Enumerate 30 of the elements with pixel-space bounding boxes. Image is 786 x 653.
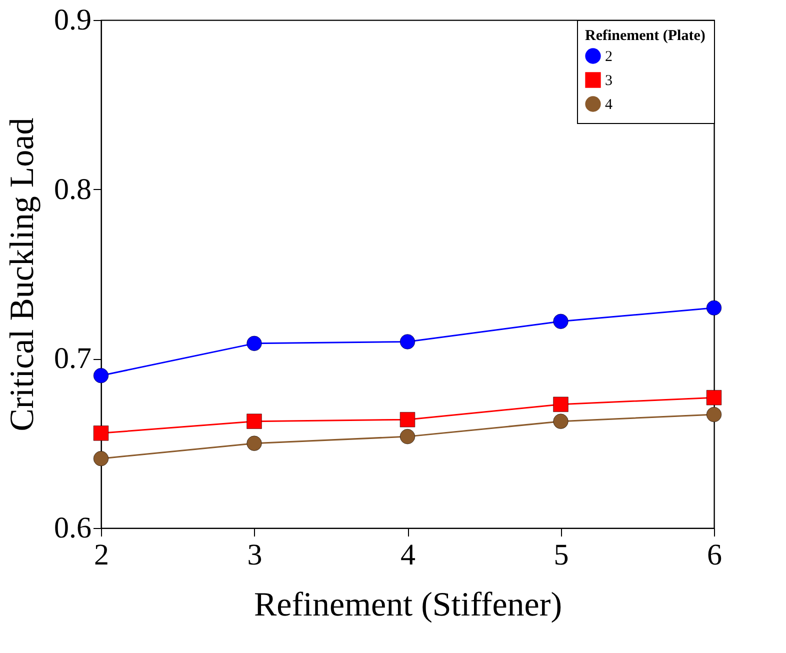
point <box>246 436 262 451</box>
point <box>400 412 416 428</box>
x-tick-label: 6 <box>707 538 722 572</box>
legend-label: 4 <box>605 97 613 113</box>
x-tick-label: 2 <box>94 538 109 572</box>
legend-label: 3 <box>605 73 612 89</box>
y-tick-label: 0.7 <box>54 342 92 376</box>
x-tick-label: 5 <box>554 538 569 572</box>
point <box>400 429 416 444</box>
x-tick-label: 3 <box>247 538 262 572</box>
x-tick-label: 4 <box>400 538 416 572</box>
point <box>93 426 109 441</box>
y-axis-title: Critical Buckling Load <box>4 118 41 432</box>
y-tick-label: 0.8 <box>54 172 92 206</box>
point <box>553 396 568 412</box>
point <box>706 390 722 406</box>
point <box>93 451 109 466</box>
point <box>400 334 416 350</box>
point <box>553 414 568 429</box>
point <box>246 414 262 429</box>
legend-title: Refinement (Plate) <box>585 28 706 44</box>
point <box>706 406 722 422</box>
y-tick-label: 0.6 <box>54 512 92 544</box>
point <box>706 300 722 316</box>
legend-label: 2 <box>605 49 612 65</box>
point <box>553 314 568 329</box>
y-tick-label: 0.9 <box>54 4 92 36</box>
x-axis-title: Refinement (Stiffener) <box>254 586 562 624</box>
point <box>93 368 109 384</box>
point <box>246 336 262 351</box>
